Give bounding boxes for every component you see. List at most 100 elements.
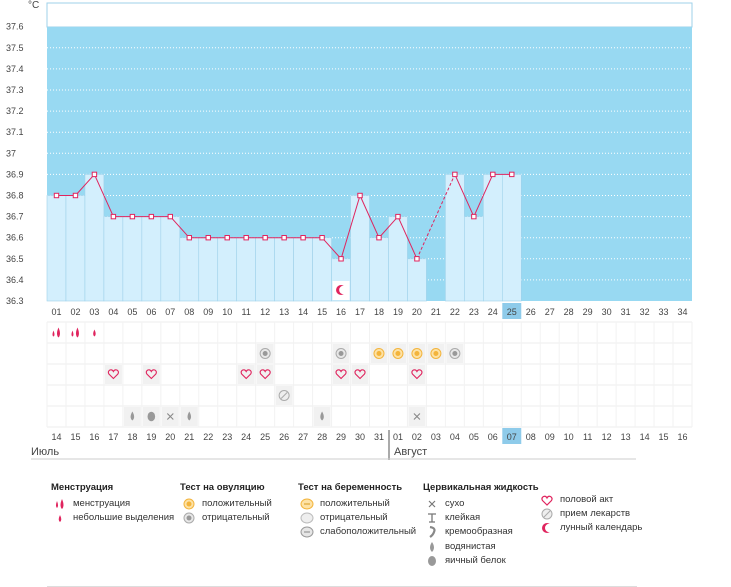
temperature-bar <box>179 237 200 302</box>
light-flow-icon <box>51 512 69 524</box>
ovulation-positive-core <box>395 351 401 356</box>
ovulation-negative-core <box>338 351 344 356</box>
temperature-line-segment <box>473 174 494 217</box>
cycle-day-label: 30 <box>602 307 612 317</box>
pregnancy-negative-icon <box>298 512 316 524</box>
watery-icon <box>130 411 135 421</box>
cycle-day-label: 31 <box>621 307 631 317</box>
temperature-point <box>509 171 515 178</box>
temperature-line-segment <box>416 174 456 260</box>
temperature-point <box>319 235 325 241</box>
date-label: 15 <box>659 432 669 442</box>
cycle-day-label: 15 <box>317 307 327 317</box>
legend-item: отрицательный <box>202 512 270 524</box>
temperature-line-segment <box>321 237 342 260</box>
heart-icon <box>411 369 423 380</box>
date-label: 23 <box>222 432 232 442</box>
temperature-bar <box>65 195 86 302</box>
legend-item: клейкая <box>445 512 481 524</box>
temperature-bar <box>141 216 162 302</box>
temperature-line-segment <box>169 216 190 239</box>
cycle-day-label: 34 <box>678 307 688 317</box>
temperature-line-segment <box>359 195 380 238</box>
marker-cell <box>237 365 255 384</box>
cycle-day-label: 28 <box>564 307 574 317</box>
marker-cell <box>104 365 122 384</box>
temperature-point <box>110 213 117 220</box>
heavy-flow-icon <box>71 327 79 338</box>
date-label: 20 <box>165 432 175 442</box>
ovulation-positive-core <box>433 351 439 356</box>
moon-icon-cutout <box>339 285 348 295</box>
temperature-point <box>167 213 174 220</box>
date-label: 10 <box>564 432 574 442</box>
temperature-bar <box>217 237 238 302</box>
date-label: 07 <box>507 432 517 442</box>
legend-ovulation-title: Тест на овуляцию <box>180 482 265 493</box>
marker-cell <box>408 365 426 384</box>
date-label: 09 <box>545 432 555 442</box>
date-label: 06 <box>488 432 498 442</box>
ovulation-positive-icon <box>180 498 198 510</box>
marker-cell <box>142 365 160 384</box>
temperature-bar <box>255 237 275 302</box>
month-label-august: Август <box>394 446 428 458</box>
legend-pregnancy: Тест на беременность положительный отриц… <box>298 482 416 540</box>
cycle-day-label: 22 <box>450 307 460 317</box>
cycle-day-label: 24 <box>488 307 498 317</box>
temperature-point <box>395 213 401 220</box>
cycle-day-label: 26 <box>526 307 536 317</box>
cycle-day-label: 29 <box>583 307 593 317</box>
temperature-point <box>129 213 136 220</box>
date-label: 03 <box>431 432 441 442</box>
cycle-day-label: 07 <box>165 307 175 317</box>
ovulation-negative-core <box>452 351 458 356</box>
date-label: 26 <box>279 432 289 442</box>
y-tick-label: 36.8 <box>6 191 24 201</box>
watery-icon <box>423 541 441 553</box>
ovulation-positive-core <box>376 351 382 356</box>
legend-item: положительный <box>320 498 390 509</box>
temperature-point <box>72 192 79 199</box>
legend-item: кремообразная <box>445 526 513 538</box>
date-label: 16 <box>678 432 688 442</box>
heart-icon <box>538 495 556 506</box>
cycle-day-label: 16 <box>336 307 346 317</box>
watery-icon <box>320 411 324 421</box>
cycle-day-label: 08 <box>184 307 194 317</box>
pill-icon-line <box>280 392 288 399</box>
temperature-point <box>452 171 458 178</box>
temperature-line-segment <box>75 174 95 196</box>
temperature-bar <box>103 216 124 302</box>
date-label: 18 <box>127 432 137 442</box>
legend-item: небольшие выделения <box>73 512 175 524</box>
watery-icon <box>187 411 192 421</box>
marker-cell <box>256 365 274 384</box>
date-label: 17 <box>108 432 118 442</box>
temperature-point <box>262 235 268 241</box>
date-label: 31 <box>374 432 384 442</box>
cycle-day-label: 12 <box>260 307 270 317</box>
egg-white-icon <box>147 411 156 422</box>
temperature-bar <box>46 195 67 302</box>
heart-icon <box>107 369 120 380</box>
cycle-day-label: 11 <box>242 307 251 317</box>
cycle-day-label: 10 <box>222 307 232 317</box>
light-flow-icon <box>93 329 96 337</box>
y-tick-label: 36.6 <box>6 233 24 243</box>
cycle-day-label: 02 <box>70 307 80 317</box>
y-tick-label: 37.2 <box>6 106 24 116</box>
legend-item: менструация <box>73 498 131 509</box>
temperature-point <box>376 235 382 241</box>
date-label: 04 <box>450 432 460 442</box>
temperature-bar <box>274 237 294 302</box>
y-tick-label: 36.3 <box>6 296 24 306</box>
temperature-point <box>186 235 192 241</box>
temperature-point <box>338 256 344 262</box>
cycle-day-label: 13 <box>279 307 289 317</box>
legend-item: положительный <box>202 498 272 509</box>
cycle-day-label: 18 <box>374 307 384 317</box>
temperature-line-segment <box>397 216 418 260</box>
y-tick-label: 37.4 <box>6 64 24 74</box>
